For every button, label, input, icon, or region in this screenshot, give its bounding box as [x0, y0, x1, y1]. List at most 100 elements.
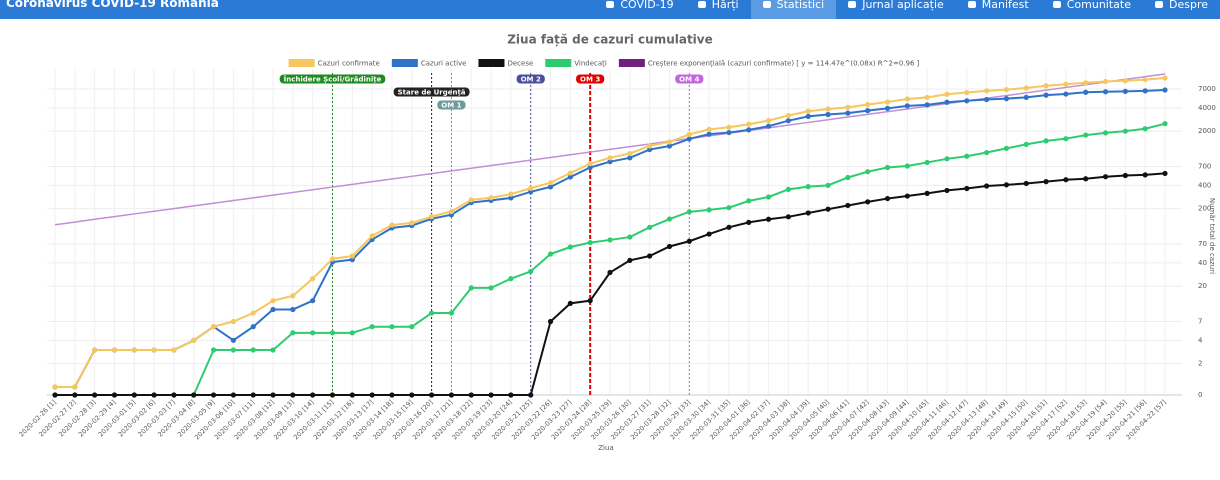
- annotation: Stare de Urgență: [393, 87, 470, 98]
- data-point: [746, 121, 752, 127]
- annotation-box: [576, 74, 605, 84]
- data-point: [1162, 75, 1168, 81]
- data-point: [924, 159, 930, 166]
- annotation-label: Stare de Urgență: [398, 89, 466, 98]
- data-point: [290, 330, 296, 336]
- data-point: [270, 298, 276, 304]
- annotation: OM 2: [516, 74, 545, 84]
- data-point: [607, 155, 613, 161]
- y-tick-label: 0: [1198, 391, 1202, 399]
- data-point: [1023, 141, 1029, 147]
- data-point: [884, 105, 891, 111]
- y-tick-label: 70: [1198, 240, 1207, 248]
- data-point: [944, 99, 950, 105]
- data-point: [528, 392, 534, 398]
- data-point: [1043, 138, 1049, 144]
- data-point: [369, 233, 375, 239]
- data-point: [865, 199, 871, 205]
- data-point: [349, 330, 355, 336]
- nav-item[interactable]: COVID-19: [594, 0, 685, 19]
- data-point: [587, 164, 593, 171]
- legend-swatch: [391, 59, 418, 67]
- legend-item: Cazuri active: [391, 59, 466, 68]
- data-point: [785, 186, 791, 192]
- nav-label: Despre: [1169, 0, 1208, 11]
- data-point: [726, 129, 732, 136]
- data-point: [488, 392, 494, 398]
- y-tick-label: 2000: [1198, 127, 1216, 135]
- annotation-label: OM 4: [679, 76, 699, 84]
- data-point: [429, 392, 435, 398]
- data-point: [508, 191, 514, 197]
- annotation: Închidere Școli/Grădinițe: [279, 74, 386, 85]
- data-point: [52, 392, 58, 398]
- nav-item[interactable]: Statistici: [750, 0, 837, 19]
- data-point: [488, 285, 494, 291]
- data-point: [528, 185, 534, 191]
- annotation-label: Închidere Școli/Grădinițe: [284, 75, 382, 85]
- data-point: [785, 118, 791, 124]
- data-point: [1083, 89, 1089, 95]
- legend-swatch: [618, 59, 645, 67]
- y-tick-label: 2: [1198, 360, 1202, 368]
- data-point: [666, 143, 673, 149]
- data-point: [825, 111, 831, 118]
- data-point: [468, 392, 474, 398]
- data-point: [389, 324, 395, 330]
- data-point: [1043, 179, 1049, 185]
- data-point: [1003, 96, 1010, 102]
- data-point: [468, 285, 474, 291]
- data-point: [825, 206, 831, 212]
- data-point: [845, 202, 851, 209]
- data-point: [964, 98, 970, 104]
- nav-icon: [762, 1, 771, 8]
- data-point: [666, 216, 673, 222]
- data-point: [72, 384, 78, 390]
- nav-item[interactable]: Manifest: [956, 0, 1041, 19]
- data-point: [171, 392, 177, 398]
- nav-item[interactable]: Comunitate: [1041, 0, 1143, 19]
- data-point: [1142, 88, 1148, 94]
- data-point: [409, 392, 415, 398]
- data-point: [944, 187, 950, 194]
- data-point: [944, 156, 950, 162]
- data-point: [1162, 87, 1168, 93]
- data-point: [547, 180, 554, 186]
- nav-icon: [606, 1, 615, 8]
- y-tick-label: 4: [1198, 336, 1203, 344]
- data-point: [686, 136, 692, 142]
- annotation: OM 1: [437, 100, 466, 110]
- data-point: [1023, 94, 1029, 100]
- data-point: [924, 190, 930, 196]
- data-point: [270, 392, 276, 398]
- data-point: [805, 210, 811, 216]
- data-point: [1063, 91, 1069, 97]
- data-point: [329, 392, 336, 398]
- brand[interactable]: Coronavirus COVID-19 România: [6, 0, 219, 10]
- data-point: [984, 149, 990, 156]
- data-point: [706, 231, 712, 237]
- data-point: [845, 110, 851, 116]
- navbar: Coronavirus COVID-19 România COVID-19 Hăr…: [0, 0, 1220, 19]
- data-point: [230, 337, 236, 343]
- nav-item[interactable]: Hărți: [686, 0, 751, 19]
- data-point: [984, 96, 990, 103]
- data-point: [508, 392, 514, 398]
- data-point: [805, 113, 811, 119]
- nav-label: Comunitate: [1066, 0, 1131, 11]
- data-point: [865, 169, 871, 175]
- data-point: [369, 392, 375, 398]
- nav-item[interactable]: Despre: [1143, 0, 1220, 19]
- nav-label: Manifest: [981, 0, 1029, 11]
- data-point: [230, 347, 236, 353]
- nav-label: Jurnal aplicație: [862, 0, 944, 11]
- data-point: [904, 103, 910, 109]
- data-point: [884, 99, 891, 105]
- data-point: [746, 198, 752, 204]
- data-point: [627, 234, 633, 240]
- annotation: OM 3: [576, 74, 605, 84]
- data-point: [349, 257, 355, 263]
- nav-item[interactable]: Jurnal aplicație: [836, 0, 956, 19]
- data-point: [131, 392, 137, 398]
- legend-item: Creștere exponențială (cazuri confirmate…: [618, 59, 920, 69]
